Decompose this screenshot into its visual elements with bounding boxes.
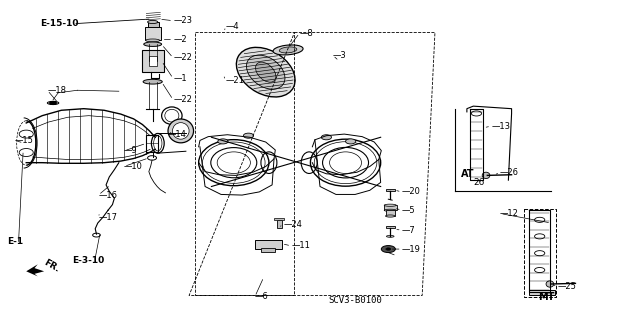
Text: SCV3-B0100: SCV3-B0100 <box>328 296 382 305</box>
Text: —4: —4 <box>225 22 239 31</box>
Ellipse shape <box>387 235 394 237</box>
Bar <box>387 189 395 191</box>
Bar <box>529 290 555 295</box>
Ellipse shape <box>148 20 158 24</box>
Ellipse shape <box>146 39 160 42</box>
Text: —7: —7 <box>402 226 415 234</box>
Text: AT: AT <box>461 169 474 179</box>
Text: —1: —1 <box>173 74 187 83</box>
Text: —16: —16 <box>99 190 117 200</box>
Text: —20: —20 <box>402 187 420 197</box>
Bar <box>149 56 157 66</box>
Circle shape <box>49 101 57 105</box>
Bar <box>386 210 396 216</box>
Circle shape <box>534 217 545 222</box>
Polygon shape <box>26 264 44 276</box>
Text: FR.: FR. <box>42 258 61 274</box>
Ellipse shape <box>144 42 162 47</box>
Ellipse shape <box>384 209 396 211</box>
Ellipse shape <box>47 101 59 105</box>
Text: —17: —17 <box>99 213 117 222</box>
Text: —21: —21 <box>225 76 244 85</box>
Bar <box>385 205 397 210</box>
Text: MT: MT <box>538 292 555 302</box>
Text: —6: —6 <box>255 292 269 301</box>
Text: —13: —13 <box>491 122 510 131</box>
Text: —8: —8 <box>300 29 314 38</box>
Circle shape <box>534 268 545 272</box>
Text: —19: —19 <box>402 245 420 254</box>
Bar <box>386 226 396 228</box>
Ellipse shape <box>246 55 285 89</box>
Ellipse shape <box>384 204 396 206</box>
Ellipse shape <box>273 45 303 55</box>
Text: —11: —11 <box>291 241 310 250</box>
Circle shape <box>471 111 481 116</box>
Ellipse shape <box>236 47 295 97</box>
Text: —22: —22 <box>173 95 192 104</box>
Ellipse shape <box>173 123 189 139</box>
Circle shape <box>381 246 396 253</box>
Bar <box>274 218 284 220</box>
Ellipse shape <box>385 215 395 217</box>
Ellipse shape <box>255 62 276 82</box>
Bar <box>145 27 161 41</box>
Text: —25: —25 <box>557 282 577 291</box>
Bar <box>261 249 275 252</box>
Text: —24: —24 <box>284 220 303 229</box>
Bar <box>148 22 159 27</box>
Text: E-3-10: E-3-10 <box>72 256 104 265</box>
Circle shape <box>243 133 253 138</box>
Circle shape <box>218 139 228 144</box>
Text: —9: —9 <box>124 146 138 155</box>
Text: —14: —14 <box>168 130 187 139</box>
Ellipse shape <box>279 47 297 53</box>
Ellipse shape <box>546 281 554 287</box>
Bar <box>147 135 158 152</box>
Text: —18: —18 <box>47 86 67 95</box>
Circle shape <box>534 234 545 239</box>
Text: —15: —15 <box>15 136 34 145</box>
Circle shape <box>346 139 356 144</box>
Text: E-15-10: E-15-10 <box>40 19 79 28</box>
Circle shape <box>321 135 332 140</box>
Ellipse shape <box>143 79 163 84</box>
Bar <box>276 219 282 228</box>
Text: —10: —10 <box>124 162 143 171</box>
Circle shape <box>534 251 545 256</box>
Text: E-1: E-1 <box>7 237 23 246</box>
Circle shape <box>386 248 391 250</box>
Text: 26: 26 <box>473 178 484 187</box>
Text: —23: —23 <box>173 16 192 25</box>
Text: —5: —5 <box>402 206 415 215</box>
Ellipse shape <box>168 119 193 143</box>
Text: —22: —22 <box>173 53 192 62</box>
Text: —26: —26 <box>500 168 519 177</box>
Text: —3: —3 <box>333 51 346 60</box>
Bar <box>255 240 282 249</box>
Text: —12: —12 <box>500 209 519 218</box>
Ellipse shape <box>482 172 490 179</box>
Text: —2: —2 <box>173 35 187 44</box>
Bar <box>143 50 164 72</box>
